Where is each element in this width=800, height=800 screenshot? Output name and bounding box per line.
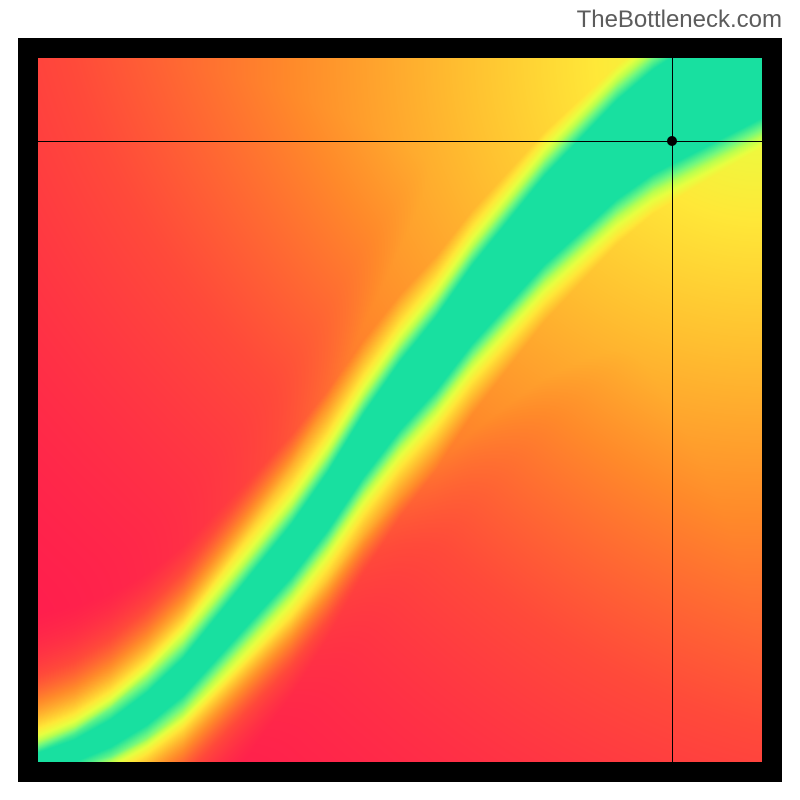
chart-outer-frame <box>18 38 782 782</box>
chart-plot-area <box>38 58 762 762</box>
bottleneck-heatmap-canvas <box>38 58 762 762</box>
crosshair-vertical-line <box>672 58 673 762</box>
crosshair-marker-dot <box>667 136 677 146</box>
watermark-text: TheBottleneck.com <box>577 6 782 34</box>
crosshair-horizontal-line <box>38 141 762 142</box>
